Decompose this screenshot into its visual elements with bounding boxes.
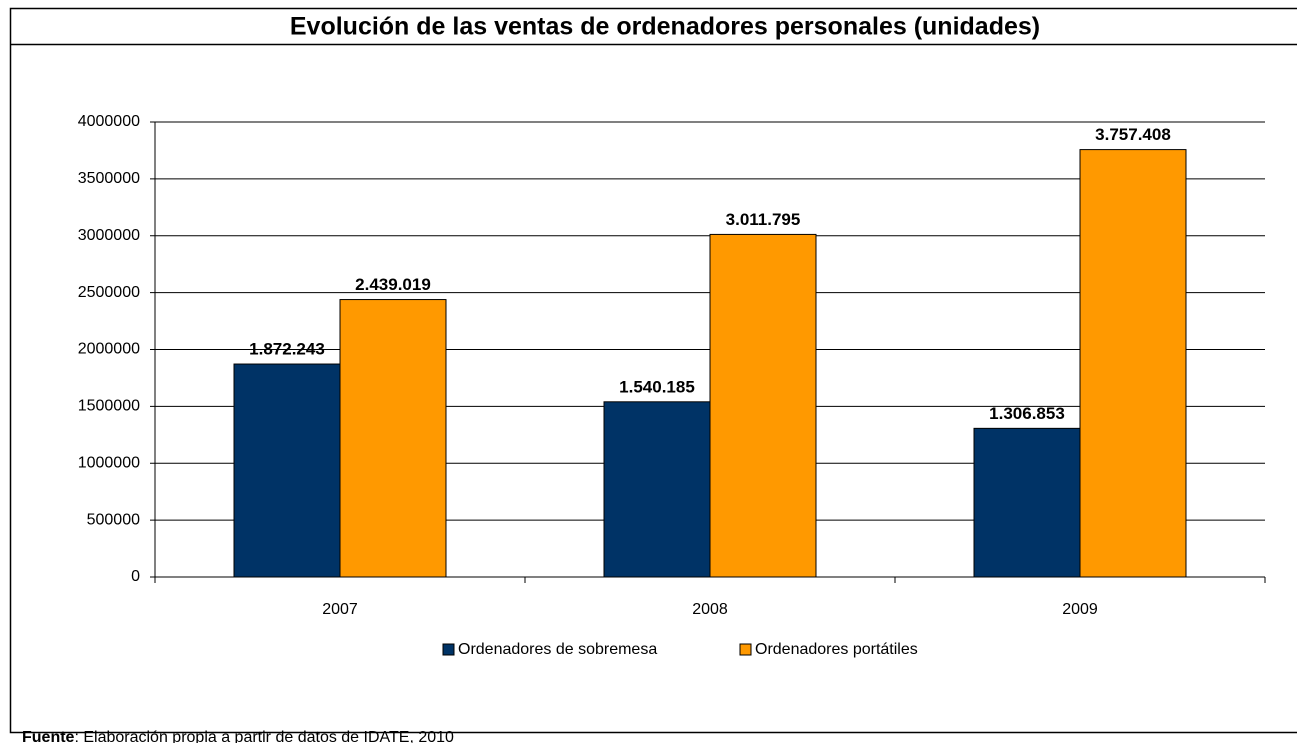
x-tick-label: 2007: [322, 601, 358, 618]
x-tick-label: 2008: [692, 601, 728, 618]
chart-title: Evolución de las ventas de ordenadores p…: [290, 13, 1040, 41]
y-tick-label: 3000000: [78, 227, 140, 244]
y-tick-label: 2000000: [78, 341, 140, 358]
legend-label: Ordenadores de sobremesa: [458, 641, 657, 658]
value-label: 1.872.243: [249, 340, 325, 359]
y-tick-label: 500000: [87, 511, 140, 528]
bar: [1079, 149, 1187, 578]
y-tick-label: 0: [131, 568, 140, 585]
legend-label: Ordenadores portátiles: [755, 641, 918, 658]
value-label: 3.011.795: [726, 210, 801, 229]
value-label: 1.306.853: [989, 404, 1065, 423]
value-label: 1.540.185: [619, 377, 695, 396]
source-text: : Elaboración propia a partir de datos d…: [74, 729, 454, 743]
bar: [709, 233, 817, 578]
bar: [339, 299, 447, 578]
legend-swatch: [442, 643, 455, 656]
legend-swatch: [739, 643, 752, 656]
x-tick-label: 2009: [1062, 601, 1098, 618]
y-tick-label: 2500000: [78, 284, 140, 301]
source: Fuente: Elaboración propia a partir de d…: [22, 729, 454, 743]
y-tick-label: 4000000: [78, 113, 140, 130]
bar: [233, 363, 341, 578]
source-label: Fuente: [22, 729, 75, 743]
value-label: 2.439.019: [355, 275, 431, 294]
bar: [973, 427, 1081, 578]
y-tick-label: 1000000: [78, 454, 140, 471]
y-tick-label: 1500000: [78, 398, 140, 415]
value-label: 3.757.408: [1095, 125, 1171, 144]
y-tick-label: 3500000: [78, 170, 140, 187]
bar: [603, 401, 711, 578]
